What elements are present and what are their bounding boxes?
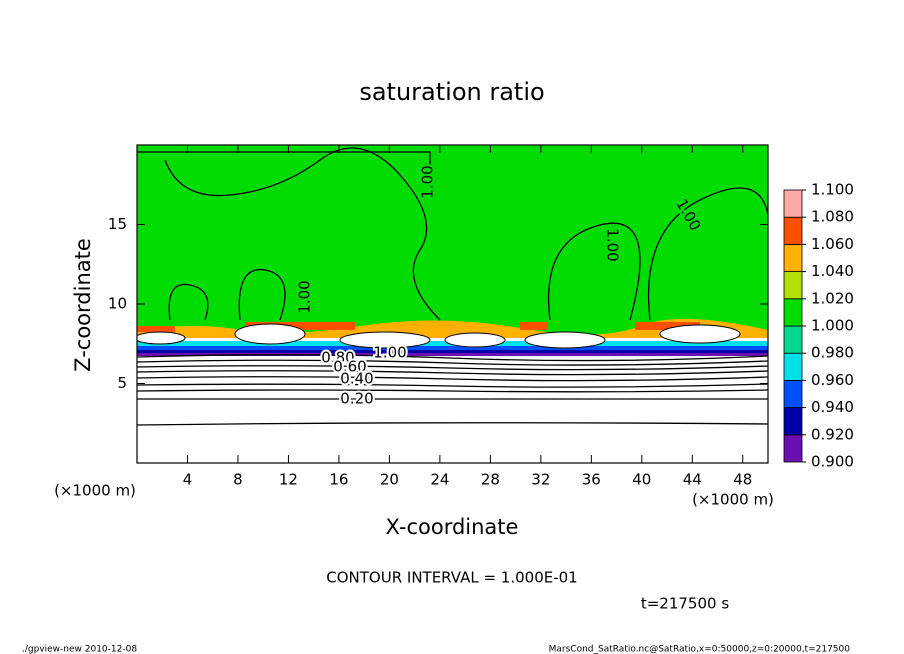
colorbar-band	[783, 298, 803, 327]
colorbar-band	[783, 216, 803, 245]
x-axis-label: X-coordinate	[386, 515, 519, 539]
colorbar-label: 1.060	[811, 235, 854, 253]
x-tick-label: 4	[183, 471, 193, 489]
contour-label: 1.00	[604, 228, 622, 261]
colorbar-label: 1.020	[811, 289, 854, 307]
footer-right: MarsCond_SatRatio.nc@SatRatio,x=0:50000,…	[549, 645, 851, 654]
colorbar-label: 1.080	[811, 208, 854, 226]
y-axis-label: Z-coordinate	[71, 238, 95, 372]
colorbar-band	[783, 243, 803, 272]
y-tick-label: 15	[108, 215, 127, 233]
contour-label: 0.60	[333, 358, 366, 376]
colorbar-label: 0.900	[811, 453, 854, 471]
x-tick-label: 12	[279, 471, 298, 489]
colorbar-label: 1.000	[811, 317, 854, 335]
contour-label: 1.00	[419, 165, 437, 198]
colorbar-label: 0.960	[811, 371, 854, 389]
x-tick-label: 48	[733, 471, 752, 489]
chart-title: saturation ratio	[359, 78, 544, 106]
contour-interval: CONTOUR INTERVAL = 1.000E-01	[326, 569, 577, 587]
contour-label: 1.00	[296, 280, 314, 313]
footer-left: ./gpview-new 2010-12-08	[22, 645, 137, 654]
colorbar-band	[783, 379, 803, 408]
time-label: t=217500 s	[641, 595, 729, 613]
x-tick-label: 40	[632, 471, 651, 489]
contour-label: 0.20	[340, 390, 373, 408]
contour-label: 0.40	[340, 370, 373, 388]
y-unit: (×1000 m)	[54, 482, 136, 500]
colorbar-label: 0.940	[811, 398, 854, 416]
x-tick-label: 44	[683, 471, 702, 489]
x-tick-label: 36	[582, 471, 601, 489]
contour-label: 1.00	[373, 344, 406, 362]
contour-label: 0.80	[321, 349, 354, 367]
colorbar-band	[783, 189, 803, 218]
colorbar-band	[783, 352, 803, 381]
x-tick-label: 20	[380, 471, 399, 489]
y-tick-label: 10	[108, 295, 127, 313]
colorbar-band	[783, 434, 803, 463]
colorbar-label: 1.040	[811, 262, 854, 280]
x-tick-label: 16	[329, 471, 348, 489]
x-tick-label: 24	[430, 471, 449, 489]
y-tick-label: 5	[117, 374, 127, 392]
x-tick-label: 32	[531, 471, 550, 489]
x-tick-label: 8	[233, 471, 243, 489]
colorbar-label: 1.100	[811, 181, 854, 199]
colorbar-label: 0.980	[811, 344, 854, 362]
x-unit: (×1000 m)	[692, 491, 774, 509]
field	[137, 145, 768, 463]
x-tick-label: 28	[481, 471, 500, 489]
colorbar-band	[783, 271, 803, 300]
colorbar-band	[783, 325, 803, 354]
colorbar-band	[783, 407, 803, 436]
colorbar-label: 0.920	[811, 425, 854, 443]
